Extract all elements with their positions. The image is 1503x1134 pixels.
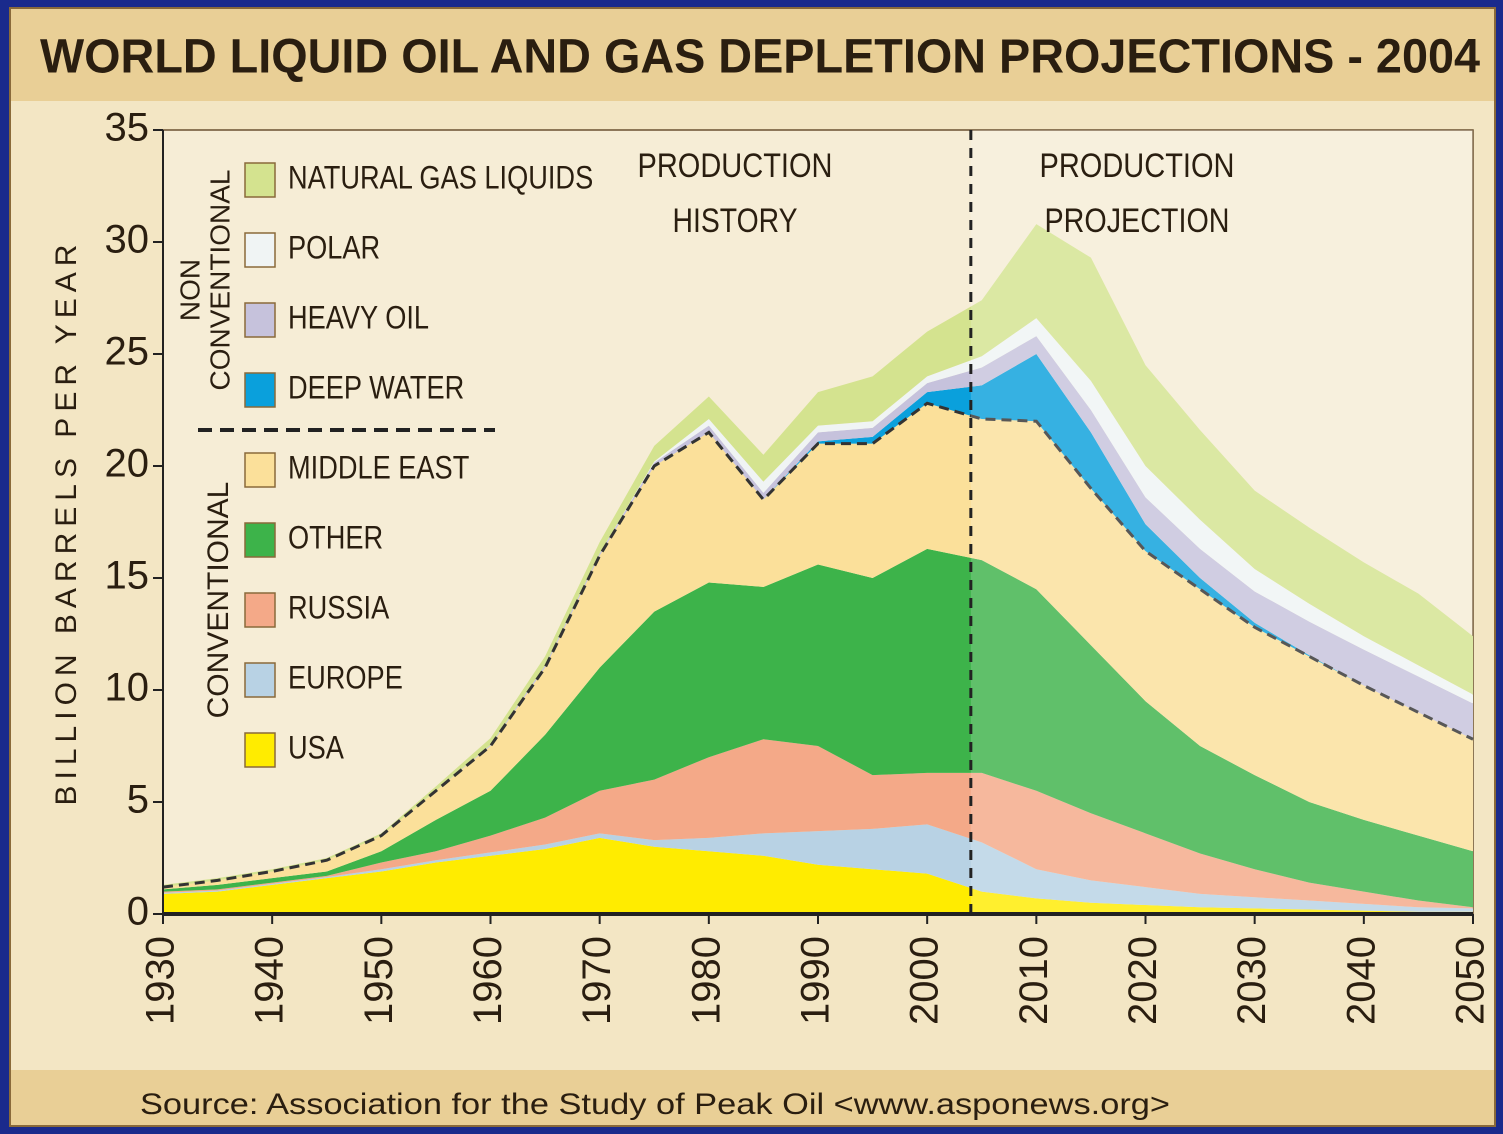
title-band [11, 9, 1494, 101]
annotation: PRODUCTION [1040, 147, 1235, 185]
x-tick-label: 2030 [1230, 936, 1274, 1025]
area [163, 548, 1473, 908]
x-tick-label: 2010 [1012, 936, 1056, 1025]
chart-title: WORLD LIQUID OIL AND GAS DEPLETION PROJE… [40, 31, 1480, 84]
annotation: PROJECTION [1045, 202, 1230, 240]
area [163, 739, 1473, 909]
legend-group-label: NON [174, 259, 205, 321]
area [163, 318, 1473, 888]
area [163, 837, 1473, 914]
conventional-boundary [162, 401, 1474, 889]
x-tick-label: 2050 [1449, 936, 1493, 1025]
area [163, 824, 1473, 912]
x-tick-label: 1940 [248, 936, 292, 1025]
legend-group-label: CONVENTIONAL [202, 482, 235, 719]
y-tick-label: 0 [127, 890, 149, 934]
y-tick-label: 5 [127, 778, 149, 822]
legend-swatch [244, 372, 276, 408]
legend-label: DEEP WATER [288, 370, 464, 406]
legend-label: POLAR [288, 230, 380, 266]
legend-swatch [244, 522, 276, 558]
y-tick-label: 15 [105, 554, 150, 598]
legend-swatch [244, 662, 276, 698]
y-axis-label: BILLION BARRELS PER YEAR [50, 239, 83, 806]
source: Source: Association for the Study of Pea… [140, 1088, 1170, 1121]
legend-label: USA [288, 730, 344, 766]
x-tick-label: 1950 [357, 936, 401, 1025]
x-tick-label: 1980 [684, 936, 728, 1025]
legend-swatch [244, 232, 276, 268]
legend-swatch [244, 732, 276, 768]
legend-swatch [244, 302, 276, 338]
footer-band [11, 1070, 1494, 1125]
area [163, 403, 1473, 890]
x-tick-label: 1960 [466, 936, 510, 1025]
y-tick-label: 25 [105, 330, 150, 374]
projection-shade [970, 130, 1473, 914]
legend-label: HEAVY OIL [288, 300, 429, 336]
legend-swatch [244, 592, 276, 628]
legend-label: OTHER [288, 520, 383, 556]
legend-swatch [244, 452, 276, 488]
legend-label: RUSSIA [288, 590, 389, 626]
legend-swatch [244, 162, 276, 198]
x-tick-label: 2020 [1121, 936, 1165, 1025]
x-tick-label: 1990 [794, 936, 838, 1025]
legend-label: MIDDLE EAST [288, 450, 469, 486]
x-tick-label: 2000 [903, 936, 947, 1025]
x-tick-label: 2040 [1339, 936, 1383, 1025]
x-tick-label: 1930 [139, 936, 183, 1025]
annotation: HISTORY [673, 202, 798, 240]
legend-label: NATURAL GAS LIQUIDS [288, 160, 593, 196]
legend-group-label: CONVENTIONAL [204, 170, 235, 391]
x-tick-label: 1970 [575, 936, 619, 1025]
y-tick-label: 10 [105, 666, 150, 710]
y-tick-label: 30 [105, 218, 150, 262]
y-tick-label: 35 [105, 106, 150, 150]
area [163, 224, 1473, 888]
y-tick-label: 20 [105, 442, 150, 486]
legend-label: EUROPE [288, 660, 403, 696]
annotation: PRODUCTION [638, 147, 833, 185]
